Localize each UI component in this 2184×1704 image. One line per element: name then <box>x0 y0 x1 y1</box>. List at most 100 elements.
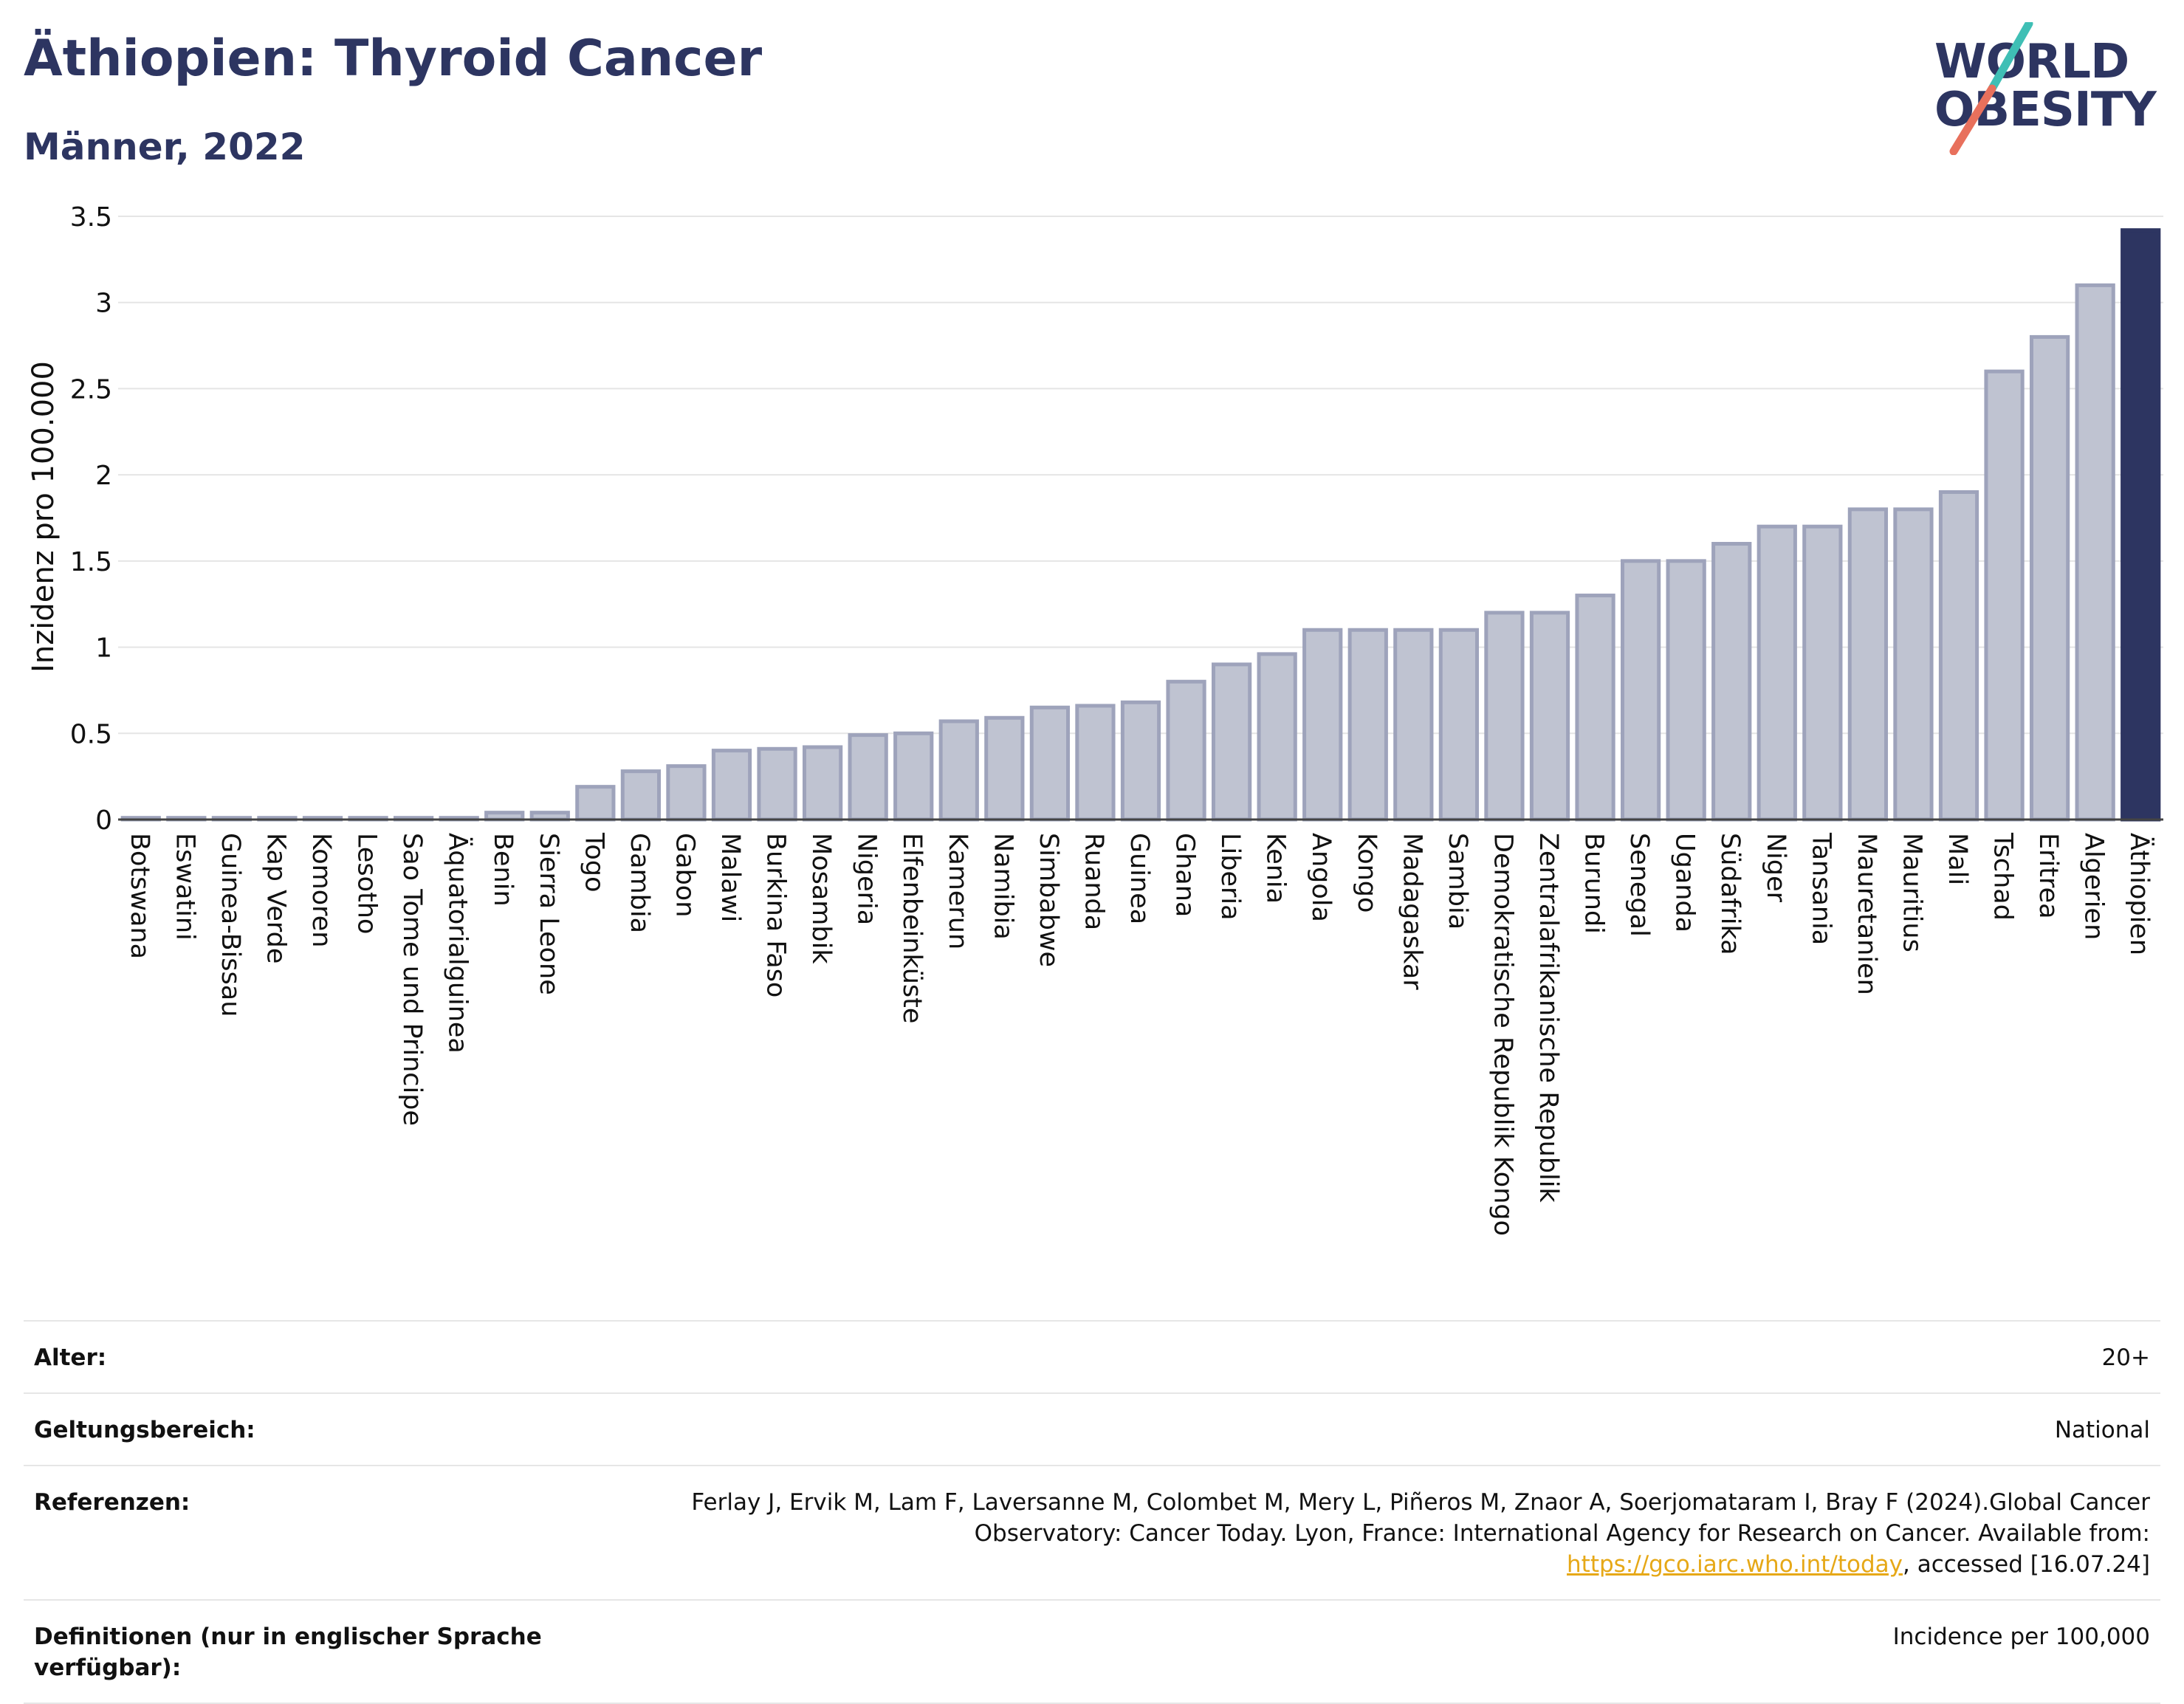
bar-madagaskar[interactable] <box>1393 628 1434 822</box>
x-tick-labels: Botswana Eswatini Guinea-Bissau Kap Verde Ko… <box>125 832 2155 1236</box>
x-tick-label: Kongo <box>1352 833 1381 913</box>
x-tick-label: Nigeria <box>852 833 882 925</box>
logo-slash-top <box>1988 22 2033 93</box>
bar-malawi[interactable] <box>711 749 752 822</box>
bar-burundi[interactable] <box>1575 594 1615 822</box>
x-tick-label: Angola <box>1306 833 1336 922</box>
bar-tschad[interactable] <box>1984 369 2025 822</box>
bar-äthiopien[interactable] <box>2121 228 2161 822</box>
x-tick-label: Guinea-Bissau <box>216 833 245 1017</box>
x-tick-label: Kamerun <box>943 833 972 949</box>
bar-kenia[interactable] <box>1257 652 1297 822</box>
logo-line-world: WORLD <box>1934 35 2129 89</box>
logo-slash-bottom <box>1949 84 1996 155</box>
meta-value-references: Ferlay J, Ervik M, Lam F, Laversanne M, … <box>636 1487 2150 1580</box>
x-tick-label: Tschad <box>1988 832 2018 921</box>
chart-title: Äthiopien: Thyroid Cancer <box>24 30 763 88</box>
x-tick-label: Uganda <box>1670 833 1700 932</box>
y-tick-label: 1 <box>95 633 112 664</box>
x-tick-label: Kap Verde <box>261 833 290 963</box>
y-tick-label: 1.5 <box>70 547 112 577</box>
bar-algerien[interactable] <box>2075 283 2115 822</box>
x-tick-label: Botswana <box>125 833 154 959</box>
y-tick-label: 0.5 <box>70 719 112 749</box>
meta-label-definitions: Definitionen (nur in englischer Sprache … <box>34 1624 542 1681</box>
y-tick-labels: 0 0.5 1 1.5 2 2.5 3 3.5 <box>70 202 112 836</box>
x-tick-label: Eswatini <box>170 833 199 941</box>
x-tick-label: Lesotho <box>352 833 382 934</box>
x-tick-label: Mali <box>1943 833 1972 885</box>
bar-zentralafrikanische-republik[interactable] <box>1529 611 1570 822</box>
metadata-table: Alter: 20+ Geltungsbereich: National Ref… <box>24 1320 2160 1704</box>
x-tick-label: Eritrea <box>2033 833 2063 919</box>
bars <box>120 228 2161 822</box>
x-tick-label: Gabon <box>670 833 699 917</box>
x-tick-label: Mauritius <box>1897 833 1926 952</box>
bar-namibia[interactable] <box>984 715 1025 822</box>
x-tick-label: Benin <box>488 833 518 907</box>
x-tick-label: Demokratische Republik Kongo <box>1488 833 1517 1236</box>
x-tick-label: Sambia <box>1443 833 1472 930</box>
x-tick-label: Tansania <box>1806 832 1836 945</box>
bar-kongo[interactable] <box>1347 628 1388 822</box>
bar-südafrika[interactable] <box>1711 542 1752 822</box>
reference-text: Ferlay J, Ervik M, Lam F, Laversanne M, … <box>691 1489 2150 1547</box>
bar-chart: 0 0.5 1 1.5 2 2.5 3 3.5 Botswana Eswatini Guinea-… <box>27 202 2163 1236</box>
bar-ghana[interactable] <box>1166 679 1206 822</box>
x-tick-label: Zentralafrikanische Republik <box>1534 833 1563 1203</box>
meta-value-scope: National <box>2054 1417 2150 1443</box>
x-tick-label: Namibia <box>988 833 1017 940</box>
bar-angola[interactable] <box>1302 628 1343 822</box>
bar-burkina-faso[interactable] <box>757 746 797 822</box>
bar-togo[interactable] <box>575 785 616 822</box>
bar-gabon[interactable] <box>666 764 707 822</box>
x-tick-label: Äthiopien <box>2124 833 2155 955</box>
bar-uganda[interactable] <box>1666 559 1706 822</box>
bar-gambia[interactable] <box>620 769 662 822</box>
y-tick-label: 3.5 <box>70 202 112 233</box>
meta-label-age: Alter: <box>34 1344 107 1371</box>
x-tick-label: Senegal <box>1624 833 1654 937</box>
bar-mosambik[interactable] <box>802 745 843 822</box>
reference-link[interactable]: https://gco.iarc.who.int/today <box>1567 1551 1903 1578</box>
x-tick-label: Ghana <box>1170 833 1200 917</box>
bar-kamerun[interactable] <box>938 719 979 822</box>
x-tick-label: Gambia <box>625 833 654 933</box>
bar-demokratische-republik-kongo[interactable] <box>1484 611 1525 822</box>
x-tick-label: Kenia <box>1261 833 1291 904</box>
x-tick-label: Äquatorialguinea <box>443 833 474 1054</box>
y-tick-label: 0 <box>95 805 112 836</box>
x-tick-label: Algerien <box>2079 833 2109 940</box>
x-tick-label: Burkina Faso <box>761 833 791 997</box>
bar-mauritius[interactable] <box>1893 507 1934 822</box>
x-tick-label: Mauretanien <box>1852 833 1881 995</box>
bar-senegal[interactable] <box>1620 559 1661 822</box>
bar-elfenbeinküste[interactable] <box>893 731 934 822</box>
meta-row-scope: Geltungsbereich: National <box>24 1392 2160 1465</box>
x-tick-label: Simbabwe <box>1034 833 1063 967</box>
bar-mauretanien[interactable] <box>1847 507 1889 822</box>
x-tick-label: Madagaskar <box>1397 833 1426 990</box>
meta-row-references: Referenzen: Ferlay J, Ervik M, Lam F, La… <box>24 1465 2160 1599</box>
bar-simbabwe[interactable] <box>1029 705 1071 822</box>
meta-value-age: 20+ <box>2101 1344 2150 1371</box>
bar-tansania[interactable] <box>1802 524 1843 822</box>
y-axis-label: Inzidenz pro 100.000 <box>27 361 61 673</box>
x-tick-label: Sao Tome und Principe <box>397 833 427 1126</box>
x-tick-label: Südafrika <box>1715 833 1745 955</box>
bar-nigeria[interactable] <box>848 733 888 822</box>
bar-niger[interactable] <box>1757 524 1797 822</box>
x-tick-label: Ruanda <box>1079 833 1108 930</box>
bar-eritrea[interactable] <box>2029 334 2070 822</box>
chart-subtitle: Männer, 2022 <box>24 126 306 168</box>
meta-value-definitions: Incidence per 100,000 <box>1892 1624 2150 1650</box>
x-tick-label: Niger <box>1761 833 1790 903</box>
x-tick-label: Burundi <box>1579 833 1609 934</box>
bar-liberia[interactable] <box>1211 662 1252 822</box>
bar-sambia[interactable] <box>1438 628 1480 822</box>
bar-guinea[interactable] <box>1120 700 1161 822</box>
meta-row-age: Alter: 20+ <box>24 1320 2160 1392</box>
meta-label-scope: Geltungsbereich: <box>34 1417 255 1443</box>
bar-ruanda[interactable] <box>1075 704 1116 822</box>
bar-mali[interactable] <box>1938 489 1979 822</box>
